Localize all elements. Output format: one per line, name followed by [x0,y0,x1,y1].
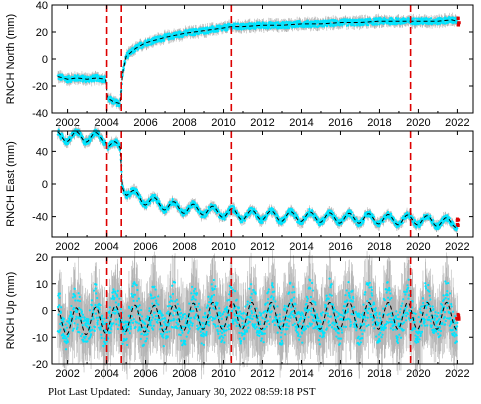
data-point [121,74,124,77]
data-point [147,43,151,46]
y-tick-label: -40 [32,108,48,120]
data-point [197,33,200,36]
data-point [291,26,294,29]
x-tick-label: 2020 [406,117,430,129]
data-point [343,22,346,26]
x-tick-label: 2006 [133,117,157,129]
data-point [192,28,195,31]
data-point [353,24,356,27]
data-point [265,21,268,25]
panel-2: 2002 2004 2006 2008 2010 2012 2014 2016 2018 2020… [5,124,474,253]
data-point [288,26,291,30]
data-point [240,26,243,29]
data-point [249,27,253,30]
x-tick-label: 2010 [211,117,235,129]
data-point [129,53,132,56]
data-point [138,46,141,49]
data-point [115,104,118,108]
data-point [93,79,96,82]
data-point [376,23,379,26]
data-point [211,25,215,28]
data-point [217,30,220,33]
data-point [172,37,175,40]
data-point [232,26,235,30]
data-point [243,27,246,30]
data-point [430,17,433,20]
data-point [103,75,107,78]
data-point [233,24,236,27]
data-point [144,39,147,42]
data-point [260,26,263,29]
data-point [76,74,79,77]
x-tick-label: 2008 [172,117,196,129]
data-point [227,22,231,25]
data-point [134,50,137,53]
data-point [142,45,145,49]
data-point [258,21,261,24]
data-point [101,75,104,78]
data-point [325,25,329,28]
data-point [79,79,82,82]
data-point [110,96,113,99]
data-point [237,22,240,25]
model-line [57,19,458,104]
recent-point [457,23,461,27]
data-point [253,22,256,25]
data-point [67,74,70,77]
x-tick-label: 2016 [328,117,352,129]
y-tick-label: -20 [32,81,48,93]
data-point [96,79,99,82]
data-point [162,39,166,42]
data-point [122,65,125,69]
data-point [168,32,171,35]
data-point [70,80,73,84]
data-point [206,26,209,29]
data-point [151,38,154,41]
x-tick-label: 2004 [94,117,118,129]
data-point [306,19,309,22]
data-point [112,97,115,100]
data-point [112,102,115,105]
data-point [127,55,130,58]
y-tick-label: 20 [36,27,48,39]
data-point [226,28,229,31]
data-point [126,56,129,60]
x-tick-label: 2018 [367,117,391,129]
data-point [136,48,140,51]
data-point [140,41,143,44]
data-point [181,35,185,38]
data-point [240,28,243,31]
y-tick-label: 0 [42,54,48,66]
data-point [367,24,370,27]
data-point [397,17,400,20]
data-point [285,20,288,23]
data-point [122,67,125,70]
y-tick-label: 40 [36,0,48,12]
x-tick-label: 2012 [250,117,274,129]
data-point [347,24,350,27]
data-point [144,41,147,44]
data-point [428,17,431,21]
y-axis-label: RNCH North (mm) [5,14,17,104]
data-point [412,17,416,20]
recent-point [456,16,460,20]
x-tick-label: 2014 [289,117,313,129]
panel-1: 2002 2004 2006 2008 2010 2012 2014 2016 2018 2020… [5,0,474,129]
data-point [116,99,120,102]
x-tick-label: 2022 [445,117,469,129]
data-point [341,24,344,27]
